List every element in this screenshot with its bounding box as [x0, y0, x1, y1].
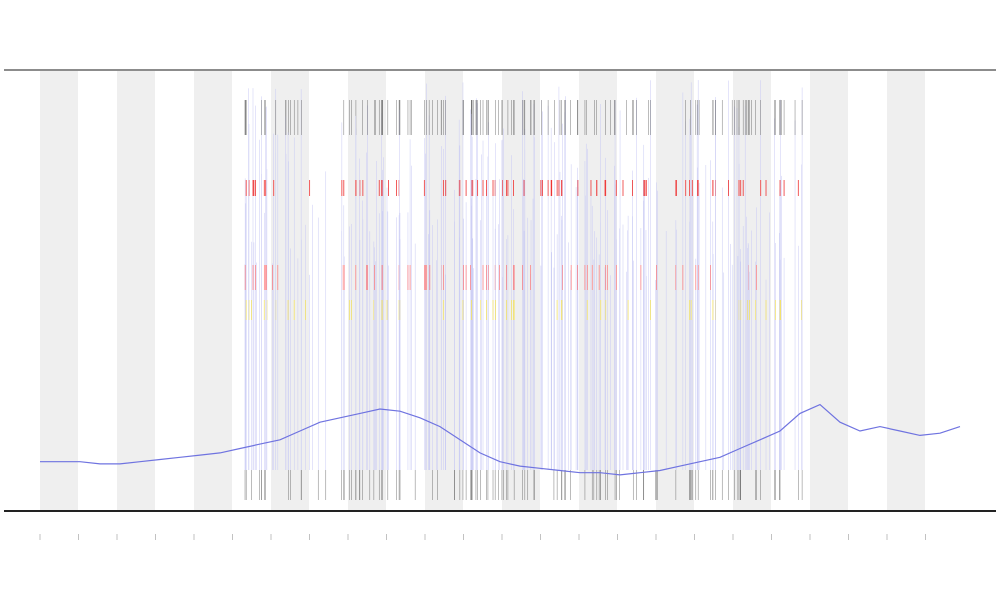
plot — [40, 403, 961, 476]
band — [656, 71, 694, 510]
background-bands — [40, 71, 925, 510]
band — [348, 71, 386, 510]
x-ticks — [39, 534, 926, 540]
band — [117, 71, 155, 510]
band — [425, 71, 463, 510]
band — [810, 71, 848, 510]
band — [271, 71, 309, 510]
data-line — [40, 403, 961, 476]
band — [502, 71, 540, 510]
band — [887, 71, 925, 510]
band — [194, 71, 232, 510]
band — [733, 71, 771, 510]
band — [40, 71, 78, 510]
event-marks — [244, 80, 803, 500]
